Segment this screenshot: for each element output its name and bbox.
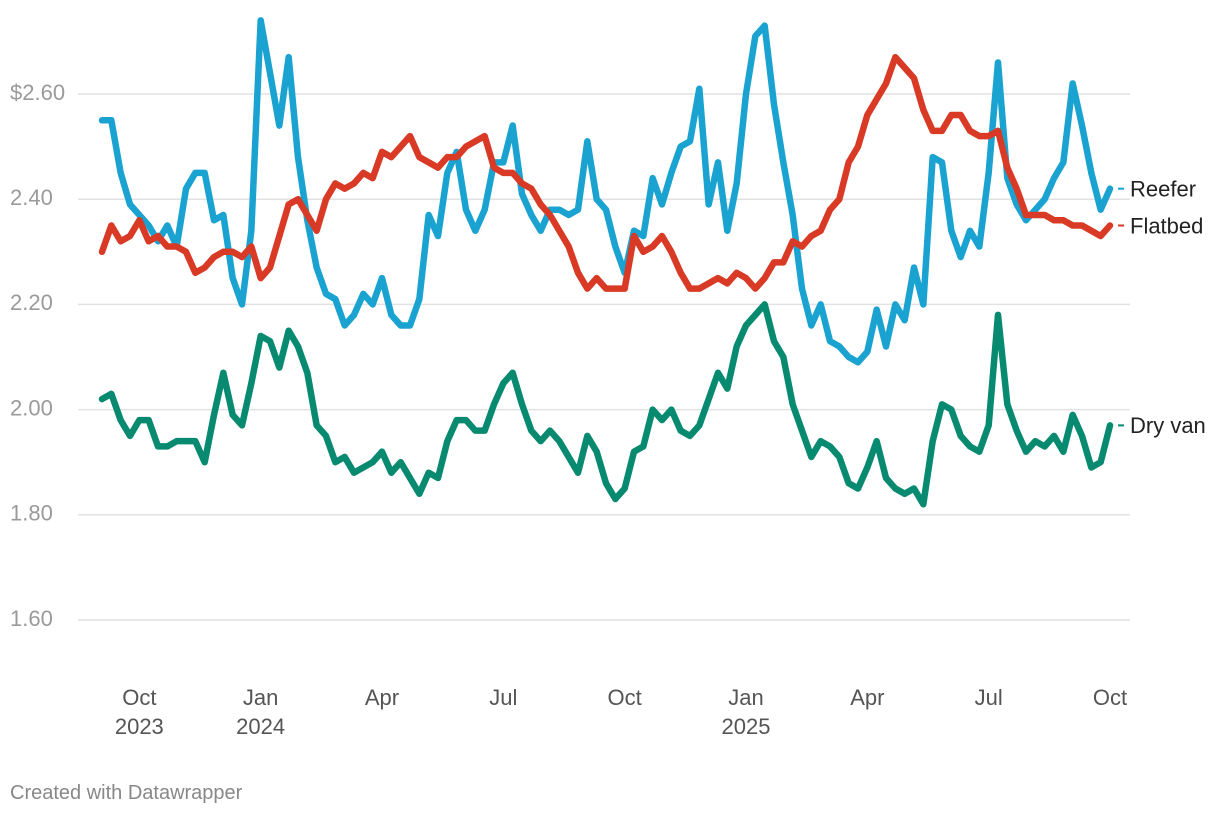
- y-tick-label: 1.80: [10, 501, 53, 526]
- y-tick-label: 1.60: [10, 606, 53, 631]
- y-tick-label: 2.40: [10, 185, 53, 210]
- series-label: Dry van: [1130, 413, 1206, 438]
- series-line: [98, 17, 1114, 366]
- y-tick-label: $2.60: [10, 80, 65, 105]
- y-tick-label: 2.20: [10, 290, 53, 315]
- series-label: Reefer: [1130, 176, 1196, 201]
- x-tick-label: Oct: [1092, 685, 1128, 710]
- x-tick-label: Jul: [489, 685, 518, 710]
- x-tick-label: Apr: [850, 685, 885, 710]
- credit: Created with Datawrapper: [10, 782, 243, 804]
- x-tick-label: Apr: [364, 685, 400, 710]
- y-tick-label: 2.00: [10, 395, 53, 420]
- series-line: [98, 301, 1114, 508]
- x-tick-label: Jan 2024: [236, 685, 286, 739]
- series-line: [98, 53, 1114, 292]
- x-tick-label: Jul: [974, 685, 1003, 710]
- x-tick-label: Oct: [607, 685, 642, 710]
- series-label: Flatbed: [1130, 213, 1203, 238]
- x-tick-label: Jan 2025: [721, 685, 771, 739]
- x-tick-label: Oct 2023: [114, 685, 164, 739]
